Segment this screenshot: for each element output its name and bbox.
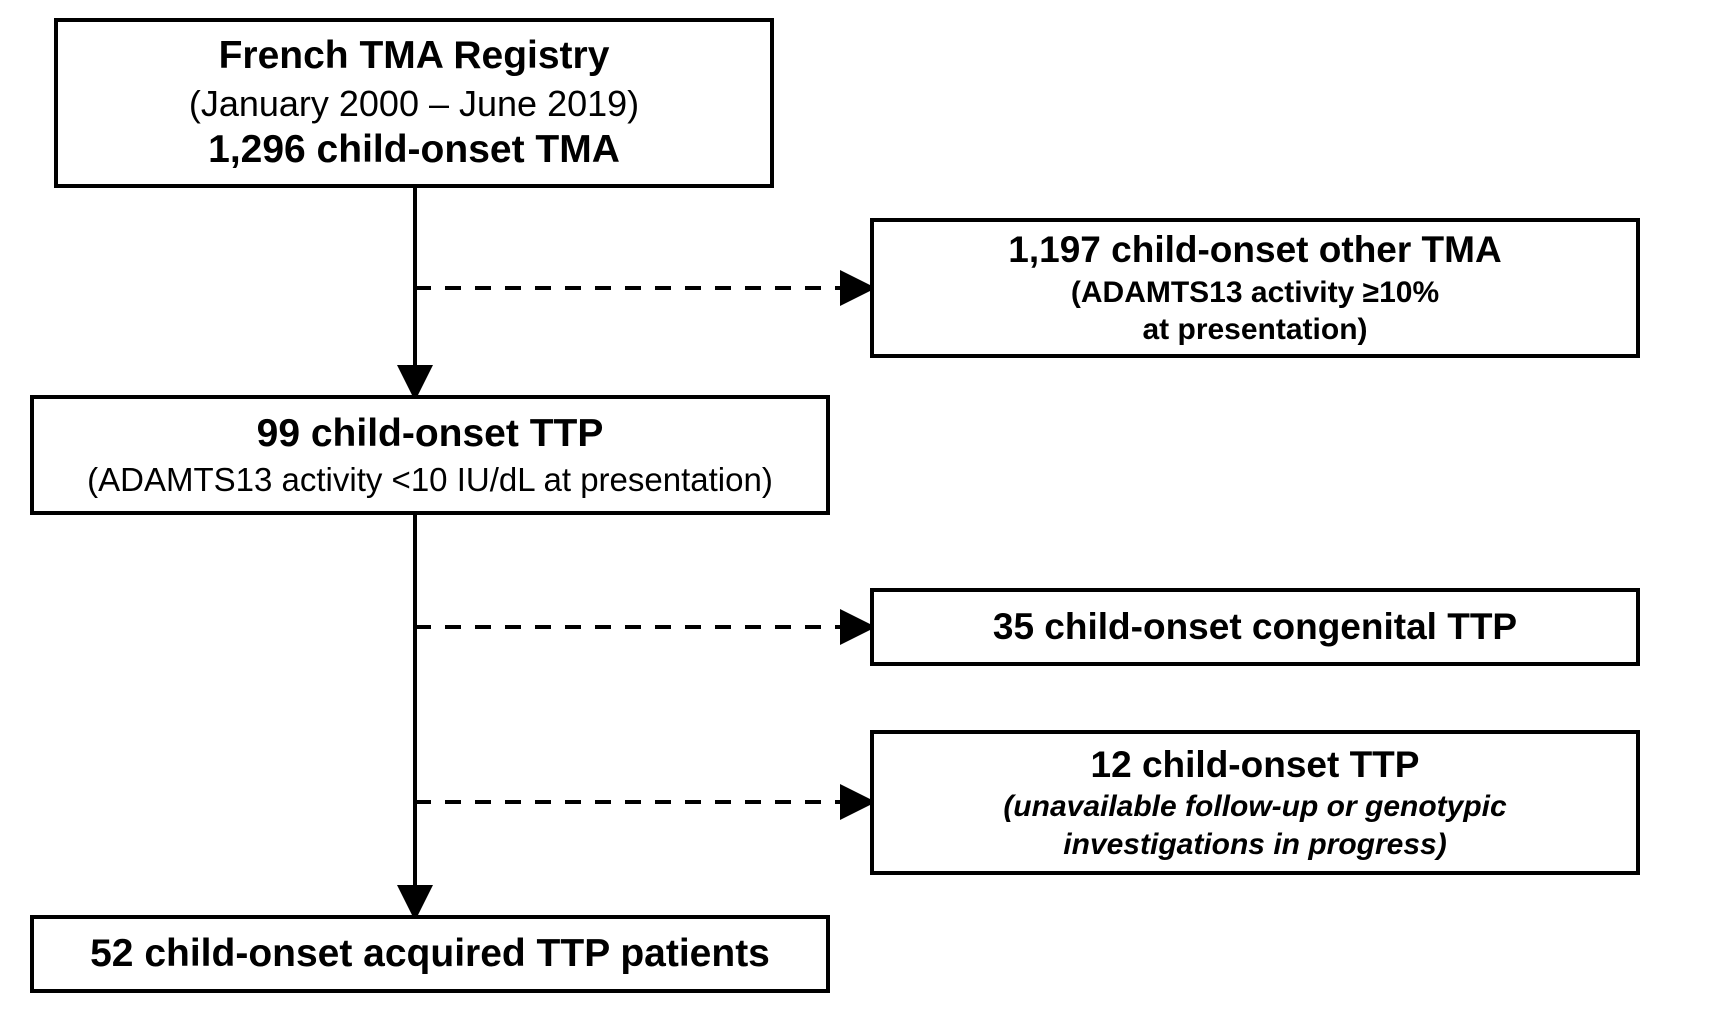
node-text-line: (January 2000 – June 2019) xyxy=(189,81,639,126)
flowchart-canvas: French TMA Registry(January 2000 – June … xyxy=(0,0,1720,1009)
node-text-line: 1,296 child-onset TMA xyxy=(208,126,620,175)
node-text-line: at presentation) xyxy=(1142,311,1367,349)
node-text-line: (ADAMTS13 activity <10 IU/dL at presenta… xyxy=(87,459,773,500)
node-congenital-ttp: 35 child-onset congenital TTP xyxy=(870,588,1640,666)
node-text-line: investigations in progress) xyxy=(1063,826,1446,864)
node-other-tma: 1,197 child-onset other TMA(ADAMTS13 act… xyxy=(870,218,1640,358)
node-text-line: French TMA Registry xyxy=(219,32,610,81)
node-child-ttp: 99 child-onset TTP(ADAMTS13 activity <10… xyxy=(30,395,830,515)
node-text-line: (unavailable follow-up or genotypic xyxy=(1003,788,1506,826)
node-text-line: 99 child-onset TTP xyxy=(257,410,604,459)
node-text-line: 52 child-onset acquired TTP patients xyxy=(90,930,770,979)
node-text-line: 12 child-onset TTP xyxy=(1091,742,1420,788)
node-registry: French TMA Registry(January 2000 – June … xyxy=(54,18,774,188)
node-text-line: 1,197 child-onset other TMA xyxy=(1008,227,1501,273)
node-text-line: (ADAMTS13 activity ≥10% xyxy=(1071,274,1439,312)
node-text-line: 35 child-onset congenital TTP xyxy=(993,604,1517,650)
node-unavailable-followup: 12 child-onset TTP(unavailable follow-up… xyxy=(870,730,1640,875)
node-acquired-ttp: 52 child-onset acquired TTP patients xyxy=(30,915,830,993)
